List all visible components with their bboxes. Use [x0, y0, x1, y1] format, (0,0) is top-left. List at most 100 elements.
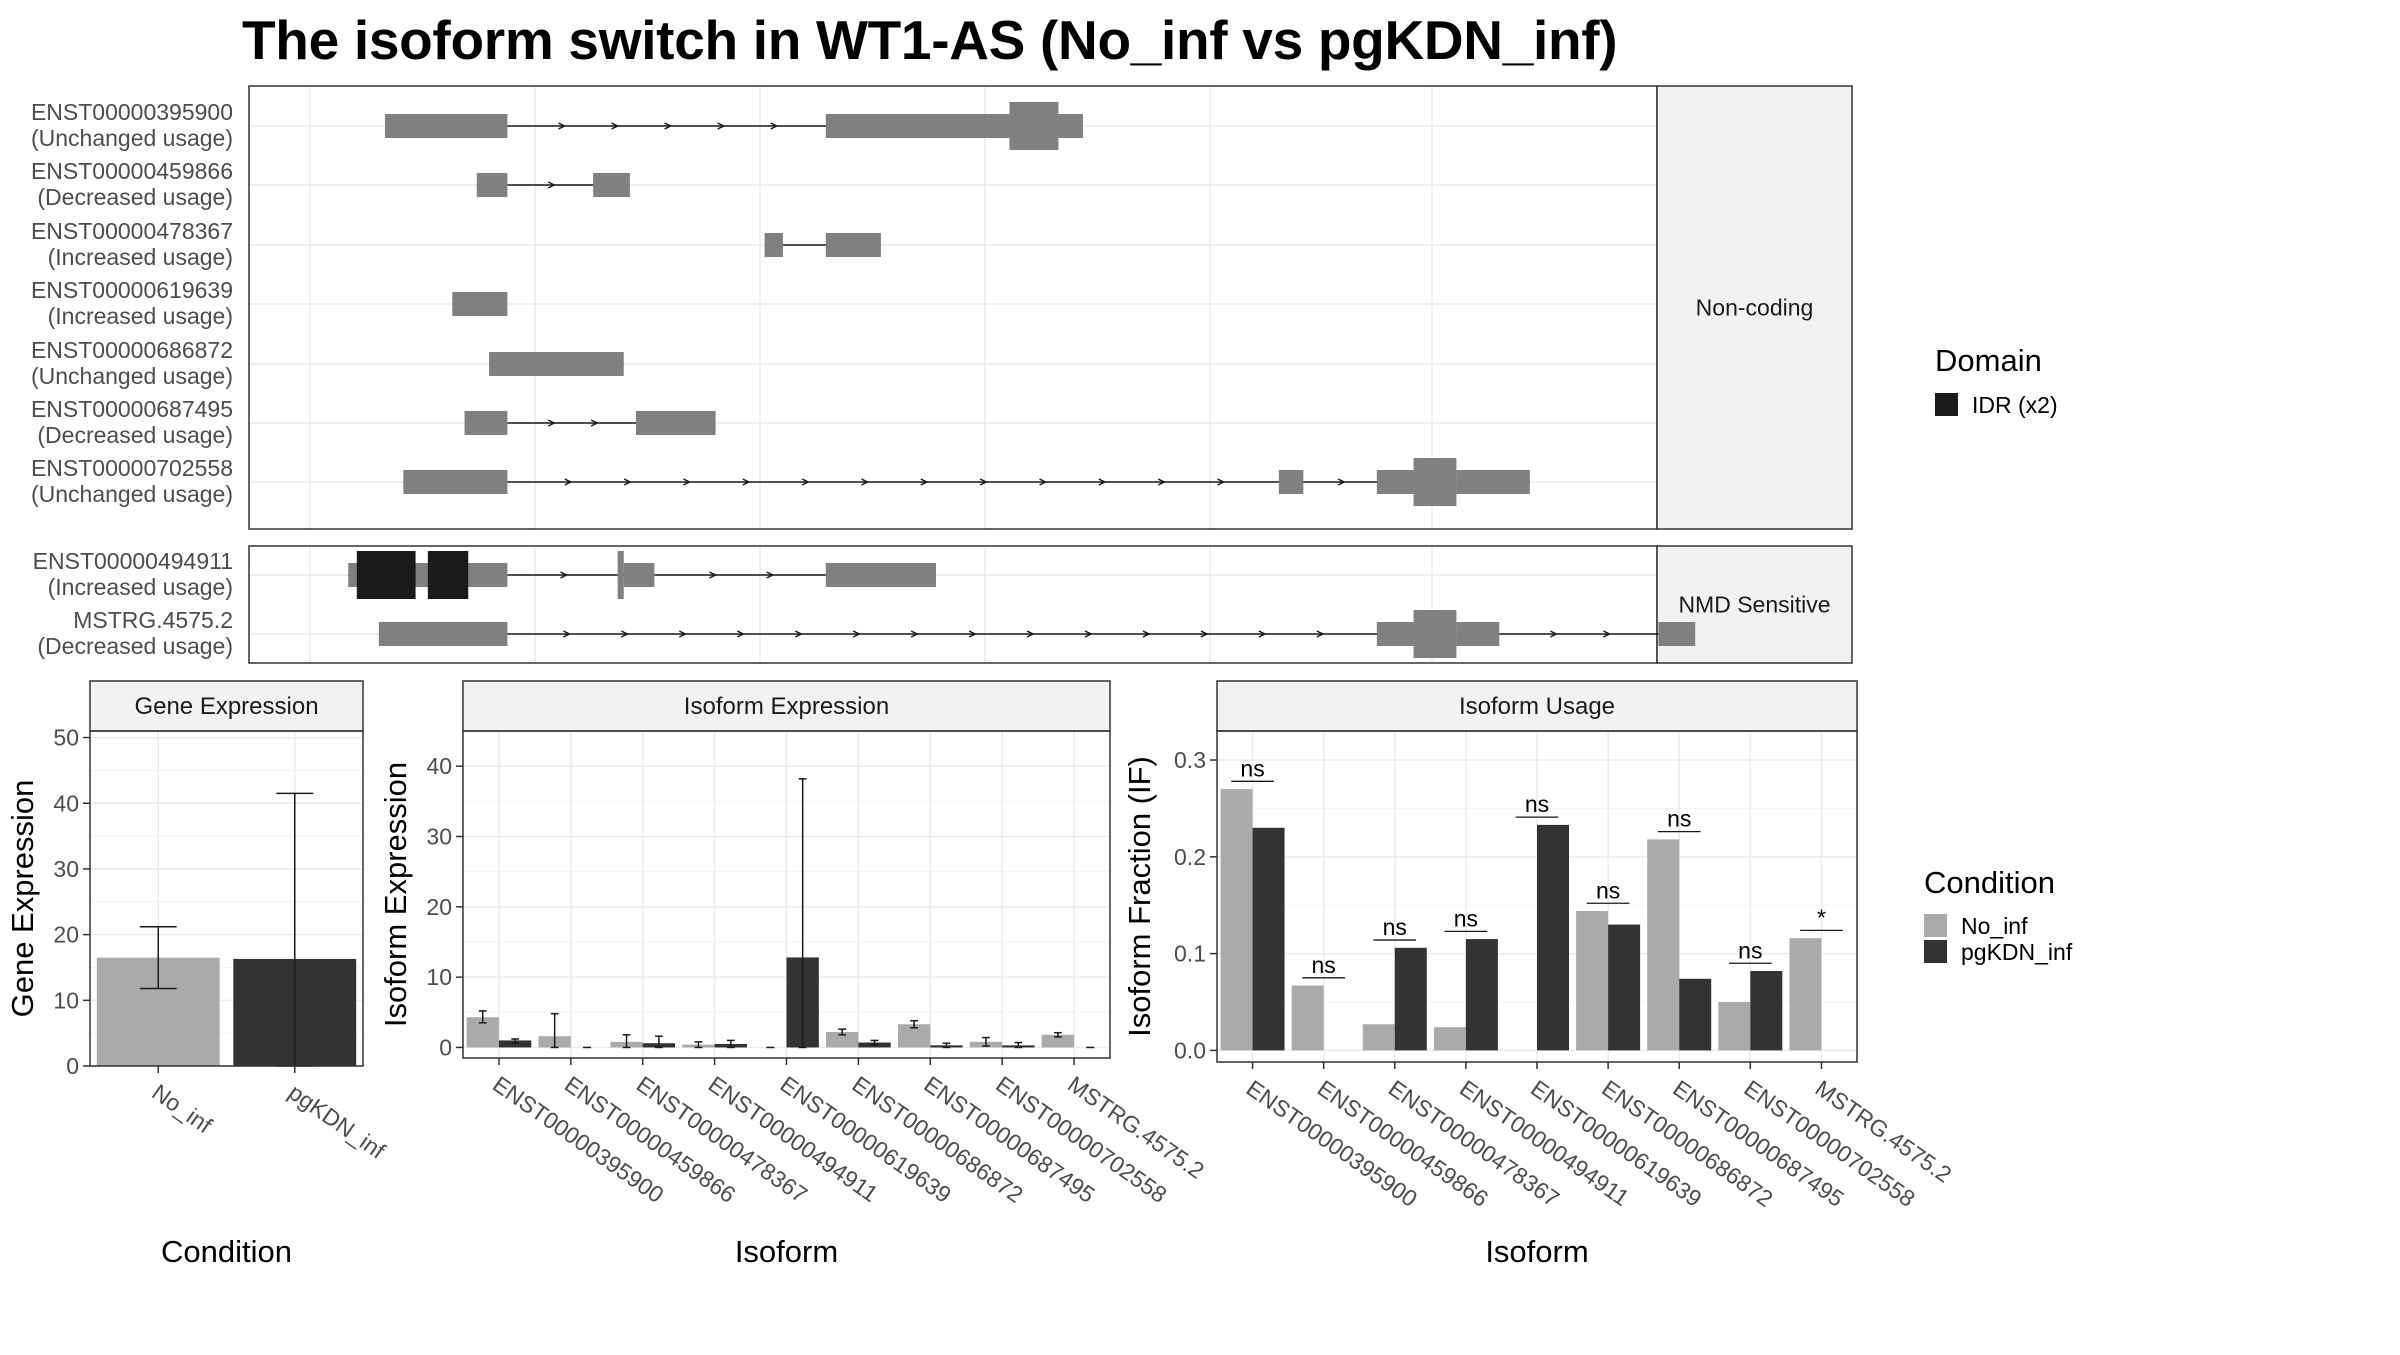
bar	[1252, 827, 1285, 1051]
exon-block	[1376, 622, 1414, 646]
intron-arrow	[852, 630, 861, 638]
significance-label: ns	[1383, 914, 1407, 940]
intron-arrow	[861, 478, 870, 486]
bar	[897, 1024, 931, 1048]
exon-block	[378, 622, 508, 646]
exon-block	[403, 470, 508, 494]
transcript-id-label: ENST00000478367	[31, 218, 233, 244]
intron-arrow	[742, 478, 751, 486]
intron-arrow	[1337, 478, 1346, 486]
bar-group	[466, 778, 1095, 1049]
y-tick-label: 30	[426, 823, 452, 849]
y-tick-label: 20	[426, 894, 452, 920]
exon-block	[464, 411, 508, 435]
intron-arrow	[717, 122, 726, 130]
exon-block	[1456, 622, 1500, 646]
idr-domain-block	[427, 551, 469, 599]
intron-arrow	[979, 478, 988, 486]
y-tick-label: 40	[53, 790, 79, 816]
intron-arrow	[564, 478, 573, 486]
y-tick-label: 0.0	[1174, 1037, 1206, 1063]
exon-block	[593, 173, 630, 197]
exon-block	[635, 411, 716, 435]
y-axis-title: Isoform Expression	[378, 762, 413, 1027]
y-tick-label: 0	[439, 1034, 452, 1060]
intron-arrow	[1142, 630, 1151, 638]
significance-label: ns	[1525, 791, 1549, 817]
transcript-id-label: ENST00000395900	[31, 99, 233, 125]
condition-legend-swatch	[1924, 914, 1947, 937]
bar	[1608, 924, 1641, 1051]
exon-block	[1413, 610, 1457, 658]
x-axis-title: Condition	[161, 1234, 292, 1269]
chart-strip-title: Gene Expression	[134, 693, 318, 720]
y-tick-label: 0	[66, 1053, 79, 1079]
intron-arrow	[590, 419, 599, 427]
exon-block	[623, 563, 655, 587]
y-axis-title: Gene Expression	[5, 780, 40, 1018]
significance-label: ns	[1240, 755, 1264, 781]
exon-block	[1376, 470, 1414, 494]
y-tick-label: 0.2	[1174, 844, 1206, 870]
significance-label: ns	[1738, 937, 1762, 963]
transcript-status-label: (Decreased usage)	[37, 633, 233, 659]
significance-label: ns	[1312, 952, 1336, 978]
y-tick-label: 40	[426, 753, 452, 779]
condition-legend-label: pgKDN_inf	[1961, 939, 2073, 965]
bar	[1362, 1024, 1395, 1051]
intron-arrow	[1157, 478, 1166, 486]
exon-block	[476, 173, 508, 197]
y-tick-label: 30	[53, 856, 79, 882]
y-tick-label: 10	[53, 987, 79, 1013]
bar	[1789, 938, 1822, 1051]
intron-arrow	[1098, 478, 1107, 486]
chart-strip	[1216, 680, 1858, 732]
bar	[1718, 1001, 1751, 1051]
bar-group	[96, 792, 357, 1067]
exon-block	[1658, 622, 1696, 646]
transcript-status-label: (Decreased usage)	[37, 422, 233, 448]
bar	[1576, 911, 1609, 1051]
y-tick-label: 50	[53, 725, 79, 751]
y-tick-label: 10	[426, 964, 452, 990]
exon-block	[384, 114, 508, 138]
y-axis-title: Isoform Fraction (IF)	[1122, 756, 1157, 1037]
intron-arrow	[1603, 630, 1612, 638]
x-axis-title: Isoform	[1485, 1234, 1588, 1269]
domain-legend-title: Domain	[1935, 343, 2042, 378]
intron-arrow	[1549, 630, 1559, 638]
significance-label: ns	[1667, 806, 1691, 832]
bar	[1394, 947, 1427, 1051]
significance-label: *	[1817, 904, 1826, 930]
intron-arrow	[683, 478, 692, 486]
intron-arrow	[801, 478, 810, 486]
intron-arrow	[558, 122, 567, 130]
bar	[1537, 824, 1569, 1051]
exon-block	[452, 292, 508, 316]
intron-arrow	[560, 571, 569, 579]
transcript-status-label: (Unchanged usage)	[31, 125, 233, 151]
x-tick-label: No_inf	[147, 1079, 217, 1139]
transcript-status-label: (Increased usage)	[48, 244, 233, 270]
bar	[1291, 985, 1324, 1051]
significance-label: ns	[1596, 877, 1620, 903]
chart-strip	[462, 680, 1111, 732]
exon-block	[825, 114, 1010, 138]
intron-arrow	[547, 181, 556, 189]
intron-arrow	[547, 419, 556, 427]
transcript-id-label: ENST00000702558	[31, 455, 233, 481]
chart-strip-title: Isoform Usage	[1459, 693, 1615, 720]
transcript-id-label: ENST00000687495	[31, 396, 233, 422]
intron-arrow	[1084, 630, 1093, 638]
exon-block	[1413, 458, 1457, 506]
bar	[1465, 939, 1498, 1051]
intron-arrow	[1026, 630, 1035, 638]
transcript-id-label: MSTRG.4575.2	[73, 607, 233, 633]
bar	[826, 1031, 859, 1048]
intron-arrow	[678, 630, 687, 638]
exon-block	[1058, 114, 1083, 138]
intron-arrow	[1039, 478, 1048, 486]
intron-arrow	[968, 630, 977, 638]
